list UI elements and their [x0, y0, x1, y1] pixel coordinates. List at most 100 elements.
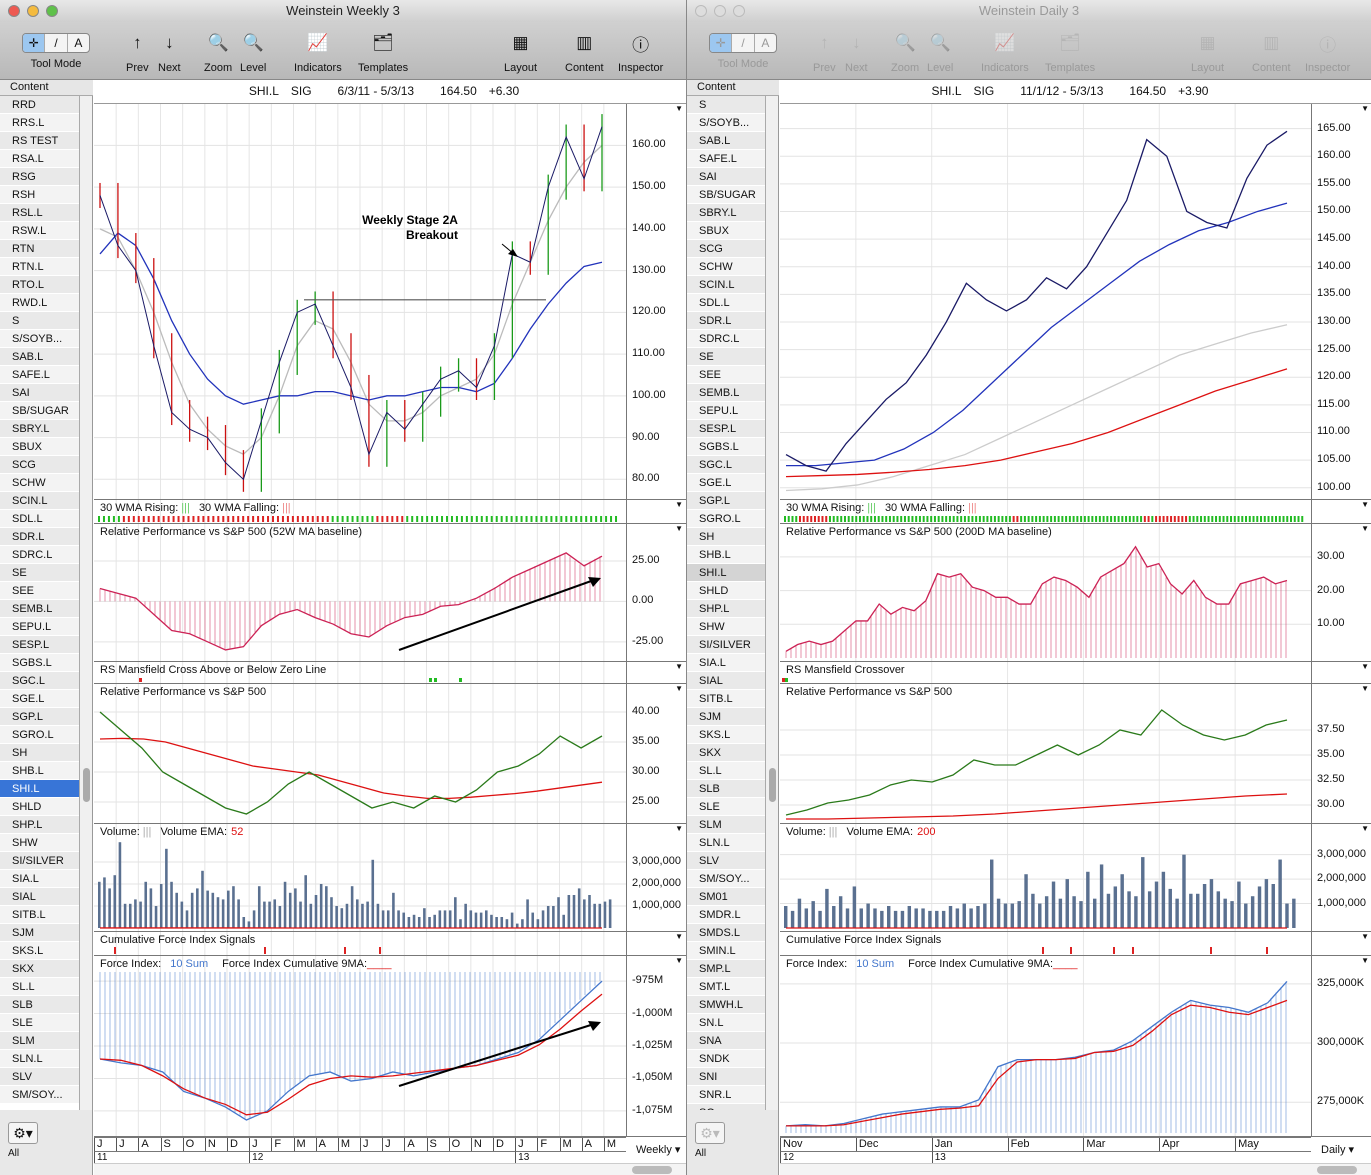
panel-cfi[interactable]: Cumulative Force Index Signals: [94, 932, 626, 956]
symbol-list-item[interactable]: S: [687, 96, 765, 114]
scrollbar-thumb[interactable]: [83, 768, 90, 802]
symbol-list-item[interactable]: SHB.L: [0, 762, 79, 780]
symbol-list-item[interactable]: SLV: [0, 1068, 79, 1086]
symbol-list-item[interactable]: SGE.L: [687, 474, 765, 492]
panel-rsm[interactable]: RS Mansfield Cross Above or Below Zero L…: [94, 662, 626, 684]
symbol-list-item[interactable]: SIA.L: [687, 654, 765, 672]
symbol-list-item[interactable]: SIAL: [687, 672, 765, 690]
symbol-list-item[interactable]: SITB.L: [0, 906, 79, 924]
symbol-list-item[interactable]: RRD: [0, 96, 79, 114]
title-bar[interactable]: Weinstein Daily 3: [687, 0, 1371, 22]
symbol-list-item[interactable]: RTO.L: [0, 276, 79, 294]
symbol-list-item[interactable]: SLE: [0, 1014, 79, 1032]
symbol-list-item[interactable]: SBRY.L: [687, 204, 765, 222]
panel-menu-icon[interactable]: ▼: [675, 956, 683, 965]
symbol-list-item[interactable]: SHI.L: [0, 780, 79, 798]
symbol-list-item[interactable]: SLN.L: [687, 834, 765, 852]
symbol-list-item[interactable]: SGBS.L: [0, 654, 79, 672]
zoom-button[interactable]: [46, 5, 58, 17]
next-button[interactable]: ↓ Next: [845, 28, 868, 74]
panel-menu-icon[interactable]: ▼: [1361, 824, 1369, 833]
symbol-list-item[interactable]: SLN.L: [0, 1050, 79, 1068]
symbol-list-item[interactable]: S: [0, 312, 79, 330]
period-selector[interactable]: Daily ▾: [1321, 1143, 1354, 1156]
panel-menu-icon[interactable]: ▼: [675, 684, 683, 693]
panel-rp[interactable]: Relative Performance vs S&P 500: [780, 684, 1311, 824]
symbol-list-item[interactable]: S/SOYB...: [687, 114, 765, 132]
tool-mode-control[interactable]: ✛ / A Tool Mode: [14, 28, 98, 70]
panel-price[interactable]: Weekly Stage 2A Breakout: [94, 104, 626, 500]
symbol-list[interactable]: S S/SOYB... SAB.L SAFE.L SAI SB/SUGAR SBRY.L SB…: [687, 96, 766, 1110]
chart-horizontal-scrollbar[interactable]: [780, 1163, 1371, 1175]
text-icon[interactable]: A: [74, 36, 83, 50]
panel-wma[interactable]: 30 WMA Rising: ||| 30 WMA Falling: |||: [94, 500, 626, 524]
symbol-list-item[interactable]: SGC.L: [687, 456, 765, 474]
templates-button[interactable]: 🗂 Templates: [358, 28, 408, 74]
symbol-list-item[interactable]: RWD.L: [0, 294, 79, 312]
symbol-list-item[interactable]: SDR.L: [687, 312, 765, 330]
symbol-list[interactable]: RRD RRS.L RS TEST RSA.L RSG RSH RSL.L RSW.L RTN R…: [0, 96, 80, 1110]
symbol-list-item[interactable]: S/SOYB...: [0, 330, 79, 348]
period-selector[interactable]: Weekly ▾: [636, 1143, 680, 1156]
symbol-list-item[interactable]: SM/SOY...: [687, 870, 765, 888]
symbol-list-item[interactable]: SLM: [687, 816, 765, 834]
symbol-list-item[interactable]: SEMB.L: [0, 600, 79, 618]
next-button[interactable]: ↓ Next: [158, 28, 181, 74]
indicators-button[interactable]: 📈 Indicators: [294, 28, 342, 74]
symbol-list-item[interactable]: SAI: [0, 384, 79, 402]
panel-menu-icon[interactable]: ▼: [675, 932, 683, 941]
inspector-button[interactable]: ⓘ Inspector: [1305, 28, 1350, 75]
symbol-list-item[interactable]: SNDK: [687, 1050, 765, 1068]
symbol-list-item[interactable]: SAFE.L: [687, 150, 765, 168]
panel-rp[interactable]: Relative Performance vs S&P 500: [94, 684, 626, 824]
tool-mode-segments[interactable]: ✛ / A: [709, 33, 777, 53]
symbol-list-item[interactable]: SM01: [687, 888, 765, 906]
symbol-list-item[interactable]: RTN.L: [0, 258, 79, 276]
symbol-list-item[interactable]: SDL.L: [0, 510, 79, 528]
panel-menu-icon[interactable]: ▼: [1361, 104, 1369, 113]
panel-menu-icon[interactable]: ▼: [675, 824, 683, 833]
zoom-button[interactable]: 🔍 Zoom: [204, 28, 232, 74]
symbol-list-item[interactable]: SCG: [0, 456, 79, 474]
symbol-list-item[interactable]: SJM: [0, 924, 79, 942]
symbol-list-item[interactable]: SEMB.L: [687, 384, 765, 402]
layout-button[interactable]: ▦ Layout: [504, 28, 537, 74]
symbol-list-item[interactable]: SDR.L: [0, 528, 79, 546]
symbol-list-item[interactable]: SCIN.L: [687, 276, 765, 294]
symbol-list-item[interactable]: SGP.L: [0, 708, 79, 726]
symbol-list-item[interactable]: SNR.L: [687, 1086, 765, 1104]
panel-menu-icon[interactable]: ▼: [675, 104, 683, 113]
symbol-list-item[interactable]: SAI: [687, 168, 765, 186]
symbol-list-item[interactable]: SNI: [687, 1068, 765, 1086]
symbol-list-item[interactable]: SB/SUGAR: [687, 186, 765, 204]
prev-button[interactable]: ↑ Prev: [813, 28, 836, 74]
indicators-button[interactable]: 📈 Indicators: [981, 28, 1029, 74]
scrollbar-thumb[interactable]: [632, 1166, 672, 1174]
symbol-list-item[interactable]: SDRC.L: [687, 330, 765, 348]
crosshair-icon[interactable]: ✛: [710, 34, 733, 52]
symbol-list-item[interactable]: RSH: [0, 186, 79, 204]
symbol-list-item[interactable]: SEPU.L: [0, 618, 79, 636]
chart-horizontal-scrollbar[interactable]: [94, 1163, 686, 1175]
symbol-list-item[interactable]: RSL.L: [0, 204, 79, 222]
symbol-list-item[interactable]: SEE: [0, 582, 79, 600]
panel-menu-icon[interactable]: ▼: [1361, 956, 1369, 965]
content-button[interactable]: ▥ Content: [565, 28, 604, 74]
close-button[interactable]: [8, 5, 20, 17]
symbol-list-item[interactable]: RSG: [0, 168, 79, 186]
symbol-list-item[interactable]: SGE.L: [0, 690, 79, 708]
panel-menu-icon[interactable]: ▼: [1361, 932, 1369, 941]
symbol-list-item[interactable]: SEPU.L: [687, 402, 765, 420]
symbol-list-item[interactable]: SLB: [687, 780, 765, 798]
panel-rp200[interactable]: Relative Performance vs S&P 500 (200D MA…: [780, 524, 1311, 662]
level-button[interactable]: 🔍 Level: [927, 28, 953, 74]
line-icon[interactable]: /: [732, 34, 755, 52]
symbol-list-item[interactable]: RSA.L: [0, 150, 79, 168]
layout-button[interactable]: ▦ Layout: [1191, 28, 1224, 74]
symbol-list-item[interactable]: RTN: [0, 240, 79, 258]
symbol-list-item[interactable]: SHI.L: [687, 564, 765, 582]
symbol-list-item[interactable]: SLB: [0, 996, 79, 1014]
zoom-button[interactable]: [733, 5, 745, 17]
panel-rp52[interactable]: Relative Performance vs S&P 500 (52W MA …: [94, 524, 626, 662]
symbol-list-item[interactable]: SAB.L: [687, 132, 765, 150]
